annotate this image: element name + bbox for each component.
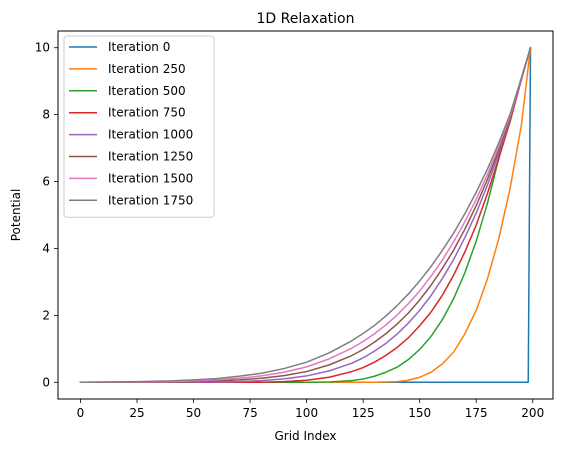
series-line-6 xyxy=(79,46,532,384)
series-line-3 xyxy=(79,46,532,384)
y-tick-label: 10 xyxy=(35,41,50,55)
y-tick-label: 8 xyxy=(42,108,50,122)
x-tick-label: 175 xyxy=(465,406,488,420)
chart-title: 1D Relaxation xyxy=(257,11,355,27)
y-axis-ticks: 0 2 4 6 8 10 xyxy=(35,41,58,389)
legend-box xyxy=(63,35,215,218)
series-line-7 xyxy=(79,46,532,384)
legend-label: Iteration 750 xyxy=(108,106,186,120)
x-axis-label: Grid Index xyxy=(274,429,336,443)
legend-label: Iteration 1000 xyxy=(108,128,193,142)
x-tick-label: 0 xyxy=(77,406,85,420)
x-tick-label: 75 xyxy=(242,406,257,420)
series-line-4 xyxy=(79,46,532,384)
legend-label: Iteration 250 xyxy=(108,62,186,76)
x-tick-label: 200 xyxy=(521,406,544,420)
series-line-5 xyxy=(79,46,532,384)
y-tick-label: 2 xyxy=(42,308,50,322)
y-tick-label: 0 xyxy=(42,375,50,389)
series-layer xyxy=(79,46,532,384)
x-tick-label: 25 xyxy=(129,406,144,420)
y-axis-label: Potential xyxy=(9,189,23,242)
x-tick-label: 125 xyxy=(352,406,375,420)
series-line-1 xyxy=(79,46,532,384)
legend-label: Iteration 0 xyxy=(108,40,170,54)
x-axis-ticks: 0 25 50 75 100 125 150 175 200 xyxy=(77,399,544,420)
legend: Iteration 0 Iteration 250 Iteration 500 Ite… xyxy=(63,35,215,218)
x-tick-label: 150 xyxy=(408,406,431,420)
x-tick-label: 50 xyxy=(186,406,201,420)
plot-area-frame xyxy=(57,30,554,400)
legend-label: Iteration 1250 xyxy=(108,150,193,164)
y-tick-label: 6 xyxy=(42,175,50,189)
legend-label: Iteration 1750 xyxy=(108,193,193,207)
y-tick-label: 4 xyxy=(42,241,50,255)
x-tick-label: 100 xyxy=(295,406,318,420)
legend-label: Iteration 500 xyxy=(108,84,186,98)
legend-label: Iteration 1500 xyxy=(108,171,193,185)
